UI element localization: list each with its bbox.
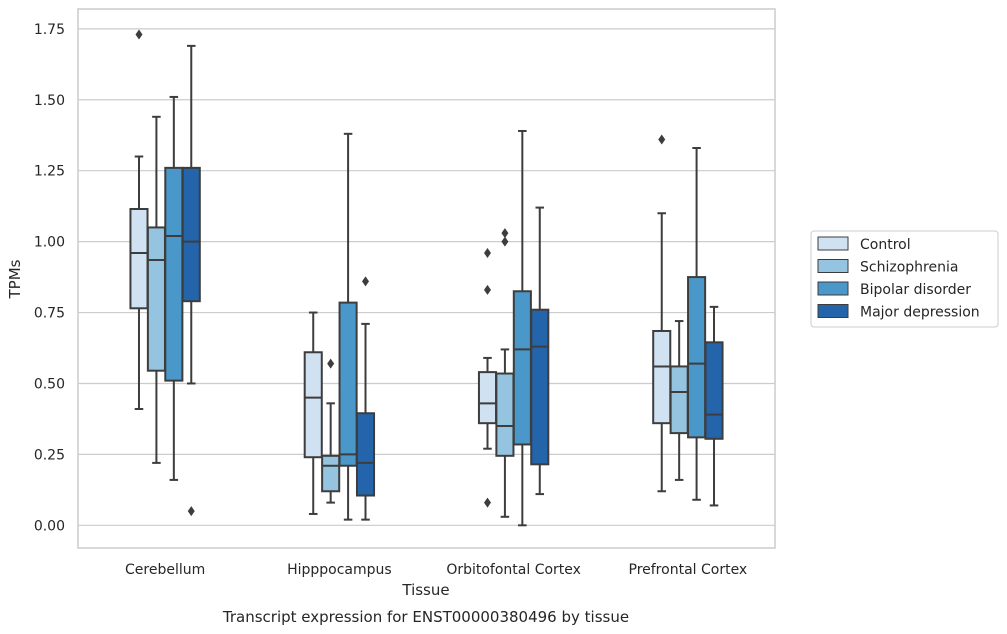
figure-caption: Transcript expression for ENST0000038049…	[222, 608, 629, 626]
legend-label: Schizophrenia	[860, 260, 958, 276]
y-axis-ticks: 0.00 0.25 0.50 0.75 1.00 1.25 1.50 1.75	[34, 22, 65, 534]
legend-swatch	[817, 236, 849, 251]
box-3-2	[530, 206, 550, 496]
box-body	[669, 365, 689, 435]
box-body	[512, 290, 532, 446]
box-2-1	[338, 132, 358, 521]
y-tick-label: 0.50	[34, 376, 65, 392]
box-0-0	[129, 29, 149, 410]
legend-swatch	[817, 259, 849, 273]
y-tick-label: 1.50	[34, 93, 65, 109]
legend-label: Control	[860, 237, 911, 253]
x-tick-label: Prefrontal Cortex	[629, 562, 748, 578]
box-body	[321, 454, 341, 493]
box-3-0	[181, 44, 201, 517]
box-2-2	[512, 129, 532, 527]
legend-items: Control Schizophrenia Bipolar disorder Majo…	[817, 236, 980, 321]
x-axis-label: Tissue	[401, 581, 449, 599]
outlier-point	[483, 284, 491, 295]
box-body	[129, 207, 149, 310]
y-tick-label: 1.75	[34, 22, 65, 38]
outlier-point	[501, 236, 509, 247]
box-body	[146, 226, 166, 372]
plot-frame	[77, 8, 776, 549]
box-0-2	[477, 247, 498, 508]
box-body	[477, 371, 498, 425]
box-1-3	[669, 320, 689, 481]
box-body	[704, 341, 724, 440]
box-body	[530, 308, 550, 466]
y-tick-label: 0.25	[34, 447, 65, 463]
y-tick-label: 1.25	[34, 164, 65, 180]
box-body	[652, 329, 672, 425]
legend-swatch	[817, 281, 849, 296]
x-axis-ticks: Cerebellum Hipppocampus Orbitofontal Corte…	[125, 562, 747, 578]
boxes	[129, 29, 724, 527]
box-1-2	[495, 228, 515, 518]
box-body	[687, 276, 707, 439]
y-axis-label: TPMs	[6, 259, 24, 299]
outlier-point	[483, 497, 491, 508]
outlier-point	[135, 29, 143, 40]
legend-label: Major depression	[860, 305, 980, 321]
outlier-point	[327, 358, 335, 369]
x-tick-label: Cerebellum	[125, 562, 205, 578]
outlier-point	[483, 247, 491, 258]
box-1-0	[146, 115, 166, 464]
box-body	[355, 412, 376, 497]
box-body	[495, 372, 515, 457]
outlier-point	[501, 228, 509, 239]
legend-frame	[810, 230, 999, 328]
x-tick-label: Orbitofontal Cortex	[446, 562, 581, 578]
y-tick-label: 1.00	[34, 235, 65, 251]
legend-swatch	[817, 304, 849, 318]
box-2-0	[164, 95, 184, 481]
legend: Control Schizophrenia Bipolar disorder Majo…	[810, 230, 999, 328]
box-body	[303, 351, 323, 459]
box-3-1	[355, 276, 376, 521]
box-body	[338, 301, 358, 467]
x-tick-label: Hipppocampus	[287, 562, 392, 578]
box-body	[164, 166, 184, 382]
box-1-1	[321, 358, 341, 504]
y-tick-label: 0.75	[34, 306, 65, 322]
outlier-point	[658, 134, 666, 145]
legend-label: Bipolar disorder	[860, 282, 971, 298]
y-tick-label: 0.00	[34, 518, 65, 534]
box-0-1	[303, 311, 323, 515]
box-body	[181, 166, 201, 303]
box-2-3	[687, 147, 707, 501]
box-3-3	[704, 305, 724, 507]
outlier-point	[362, 276, 370, 287]
outlier-point	[187, 506, 195, 517]
